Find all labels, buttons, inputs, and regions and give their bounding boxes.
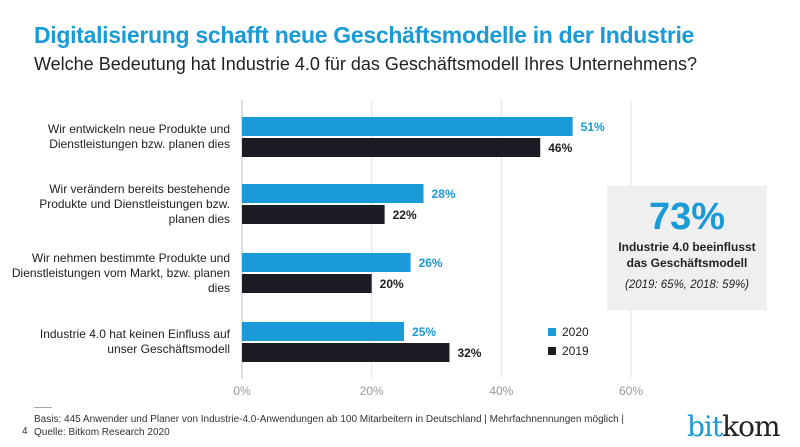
data-label: 32% bbox=[457, 346, 481, 360]
x-tick-label: 40% bbox=[489, 384, 513, 398]
callout-text-1: Industrie 4.0 beeinflusst bbox=[618, 240, 756, 254]
bitkom-logo: bitkom bbox=[687, 410, 781, 443]
bar-2019 bbox=[242, 274, 372, 293]
bar-2019 bbox=[242, 205, 385, 224]
category-label: Wir verändern bereits bestehende Produkt… bbox=[39, 181, 230, 226]
footer-note: Basis: 445 Anwender und Planer von Indus… bbox=[34, 413, 624, 439]
data-label: 26% bbox=[419, 256, 443, 270]
chart-subtitle: Welche Bedeutung hat Industrie 4.0 für d… bbox=[34, 54, 698, 74]
legend-item-2019: 2019 bbox=[548, 344, 589, 358]
data-label: 46% bbox=[548, 141, 572, 155]
page-number: 4 bbox=[22, 426, 28, 437]
legend-item-2020: 2020 bbox=[548, 325, 589, 339]
bar-2020 bbox=[242, 253, 411, 272]
legend-swatch-2020 bbox=[548, 328, 556, 336]
callout-sub: (2019: 65%, 2018: 59%) bbox=[624, 279, 750, 291]
footer-basis: Basis: 445 Anwender und Planer von Indus… bbox=[34, 414, 625, 425]
legend-label-2019: 2019 bbox=[562, 344, 589, 358]
data-label: 22% bbox=[393, 208, 417, 222]
callout-box: 73% Industrie 4.0 beeinflusst das Geschäf… bbox=[607, 186, 767, 310]
x-tick-label: 20% bbox=[360, 384, 384, 398]
legend-swatch-2019 bbox=[548, 347, 556, 355]
bar-2019 bbox=[242, 343, 450, 362]
category-label: Wir nehmen bestimmte Produkte und Dienst… bbox=[11, 250, 230, 295]
category-label: Industrie 4.0 hat keinen Einfluss auf un… bbox=[39, 327, 230, 356]
x-tick-label: 60% bbox=[619, 384, 643, 398]
bar-2020 bbox=[242, 184, 424, 203]
data-label: 20% bbox=[380, 277, 404, 291]
chart-title: Digitalisierung schafft neue Geschäftsmo… bbox=[34, 22, 695, 48]
bar-2020 bbox=[242, 322, 405, 341]
callout-value: 73% bbox=[648, 196, 726, 238]
data-label: 28% bbox=[432, 187, 456, 201]
category-label: Wir entwickeln neue Produkte und Dienstl… bbox=[47, 122, 230, 151]
footer-divider bbox=[34, 407, 52, 408]
bar-2020 bbox=[242, 117, 573, 136]
data-label: 25% bbox=[412, 325, 436, 339]
data-label: 51% bbox=[581, 120, 605, 134]
x-tick-label: 0% bbox=[233, 384, 251, 398]
legend-label-2020: 2020 bbox=[562, 325, 589, 339]
bar-2019 bbox=[242, 138, 541, 157]
footer-source: Quelle: Bitkom Research 2020 bbox=[34, 427, 170, 438]
callout-text-2: das Geschäftsmodell bbox=[626, 256, 748, 270]
